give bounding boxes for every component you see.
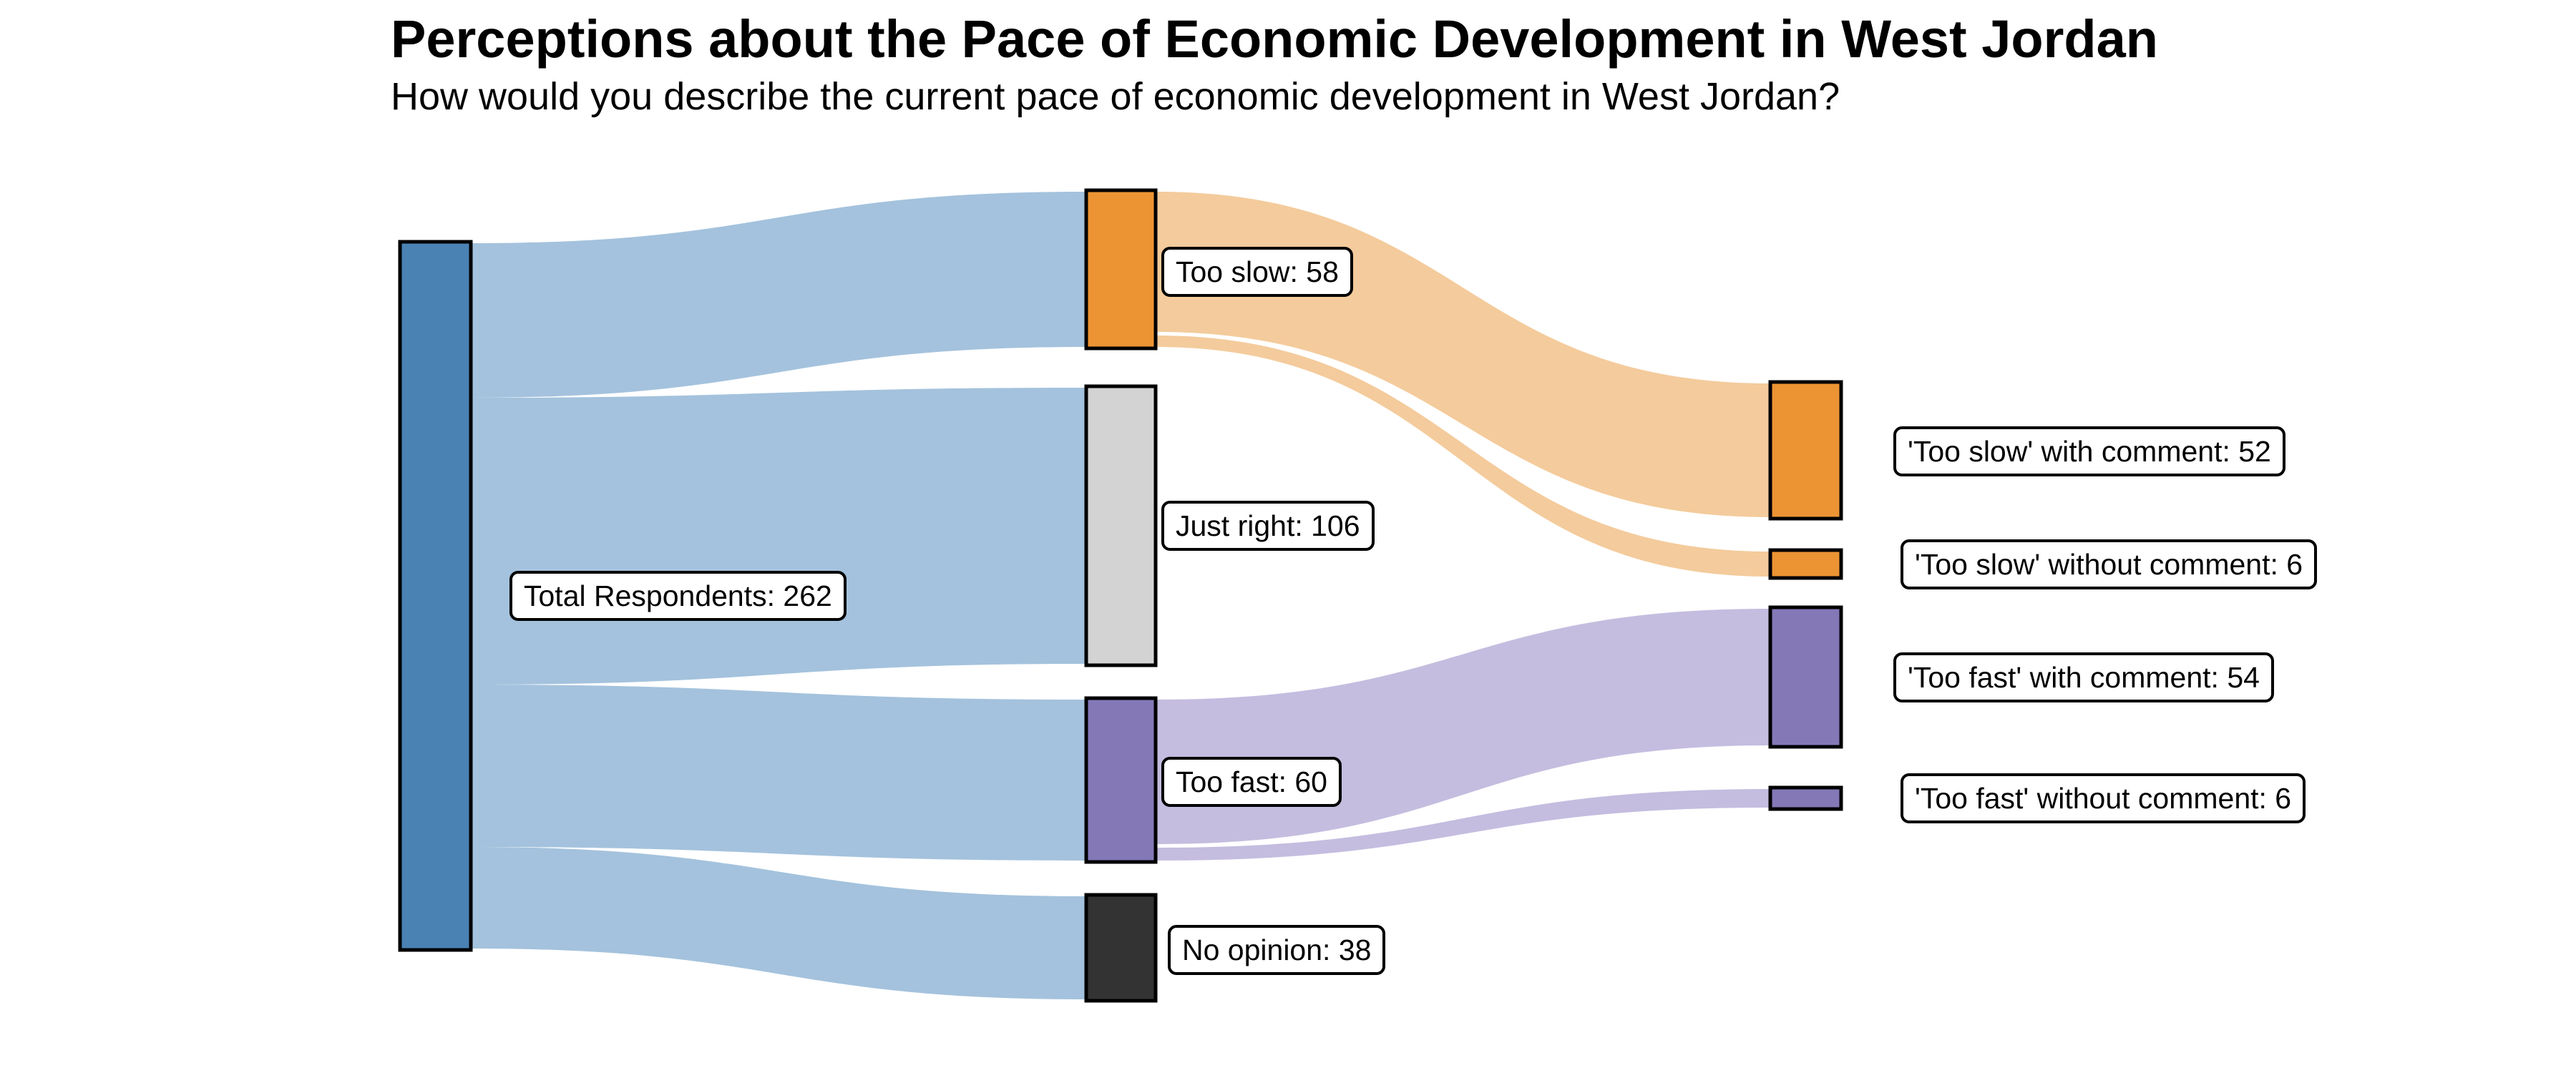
sankey-node-just_right (1084, 384, 1158, 667)
sankey-node-slow_without (1768, 548, 1843, 580)
sankey-node-no_opinion (1084, 893, 1158, 1003)
sankey-node-total (398, 240, 473, 952)
sankey-link-total-just_right (471, 388, 1086, 685)
sankey-link-total-too_fast (471, 685, 1086, 861)
sankey-link-too_slow-slow_without (1156, 335, 1770, 577)
sankey-node-too_slow (1084, 188, 1158, 351)
sankey-link-total-no_opinion (471, 847, 1086, 999)
sankey-node-fast_without (1768, 785, 1843, 811)
sankey-link-too_fast-fast_without (1156, 789, 1770, 861)
sankey-node-too_fast (1084, 696, 1158, 864)
chart-subtitle: How would you describe the current pace … (391, 75, 1840, 118)
chart-title: Perceptions about the Pace of Economic D… (391, 9, 2158, 69)
sankey-node-fast_with (1768, 605, 1843, 749)
sankey-node-slow_with (1768, 380, 1843, 521)
sankey-link-total-too_slow (471, 192, 1086, 398)
